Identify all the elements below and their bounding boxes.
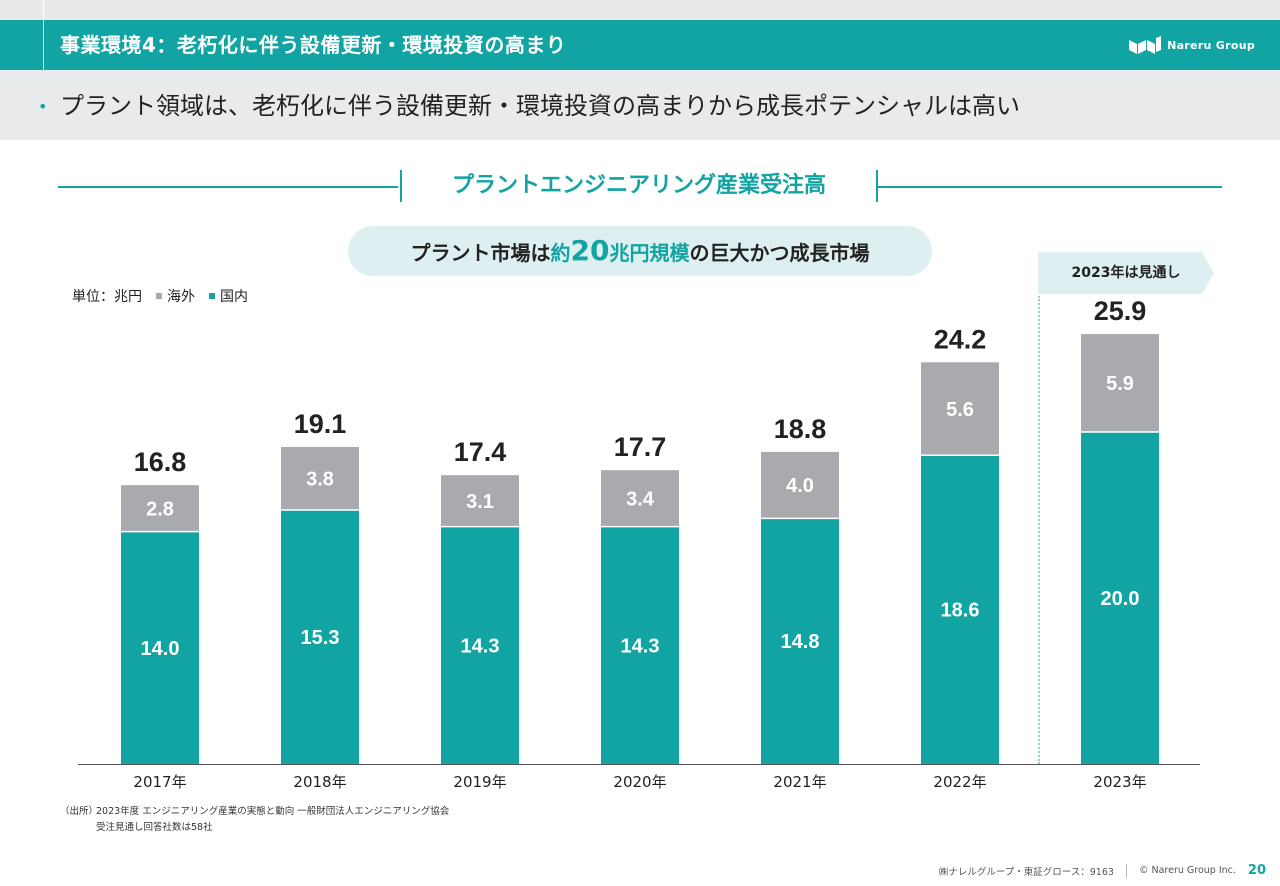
bar-overseas — [761, 451, 839, 519]
data-label-domestic: 14.0 — [141, 638, 180, 660]
summary-band: • プラント領域は、老朽化に伴う設備更新・環境投資の高まりから成長ポテンシャルは… — [0, 70, 1280, 140]
footer-company: ㈱ナレルグループ・東証グロース：9163 — [938, 866, 1114, 878]
data-label-overseas: 3.8 — [306, 468, 334, 490]
data-label-domestic: 14.3 — [621, 635, 660, 657]
bar-overseas — [281, 446, 359, 511]
section-rule-left — [58, 186, 398, 188]
forecast-label: 2023年は見通し — [1071, 265, 1181, 281]
bar-domestic — [281, 510, 359, 764]
callout-pill: プラント市場は約20兆円規模の巨大かつ成長市場 — [348, 226, 932, 276]
source-label: （出所） — [60, 806, 99, 817]
bar-domestic — [441, 526, 519, 764]
x-tick-label: 2022年 — [933, 773, 986, 791]
callout-pre: プラント市場は — [410, 241, 551, 265]
unit-label: 単位：兆円 — [72, 289, 142, 305]
callout-post: の巨大かつ成長市場 — [689, 241, 870, 265]
x-tick-label: 2017年 — [133, 773, 186, 791]
bar-domestic — [1081, 432, 1159, 764]
legend-swatch-overseas — [156, 293, 162, 299]
x-tick-label: 2021年 — [773, 773, 826, 791]
logo-text: Nareru Group — [1167, 38, 1255, 52]
logo-mark-icon — [1129, 36, 1162, 54]
section-bracket-left — [400, 170, 402, 202]
data-label-domestic: 15.3 — [301, 627, 340, 649]
callout-accent-b: 兆円規模 — [609, 241, 690, 265]
data-label-domestic: 14.8 — [781, 631, 820, 653]
x-tick-label: 2019年 — [453, 773, 506, 791]
forecast-arrow-shape — [1038, 252, 1214, 294]
source-note: （出所） 2023年度 エンジニアリング産業の実態と動向 一般財団法人エンジニアリ… — [60, 804, 449, 836]
data-label-total: 25.9 — [1094, 296, 1147, 326]
section-rule-right — [878, 186, 1222, 188]
callout-accent-number: 20 — [570, 234, 610, 267]
data-label-overseas: 4.0 — [786, 475, 814, 497]
data-label-total: 18.8 — [774, 414, 827, 444]
footer-copyright: © Nareru Group Inc. — [1138, 865, 1236, 876]
data-label-total: 16.8 — [134, 447, 187, 477]
legend-label-overseas: 海外 — [167, 289, 195, 305]
header-bar: 事業環境4：老朽化に伴う設備更新・環境投資の高まり Nareru Group — [0, 20, 1280, 70]
forecast-divider — [1038, 296, 1040, 764]
legend-swatch-domestic — [209, 293, 215, 299]
bar-domestic — [761, 518, 839, 764]
source-line-1: 2023年度 エンジニアリング産業の実態と動向 一般財団法人エンジニアリング協会 — [96, 806, 450, 817]
bar-overseas — [601, 470, 679, 527]
bar-overseas — [921, 362, 999, 456]
callout-accent-a: 約 — [550, 241, 571, 265]
x-tick-label: 2023年 — [1093, 773, 1146, 791]
section-bracket-right — [876, 170, 878, 202]
data-label-overseas: 5.6 — [946, 399, 974, 421]
data-label-domestic: 18.6 — [941, 600, 980, 622]
forecast-tag: 2023年は見通し — [1038, 252, 1214, 294]
section-title: プラントエンジニアリング産業受注高 — [451, 173, 826, 198]
footer-separator — [1125, 863, 1127, 878]
legend-item-domestic: 国内 — [209, 286, 248, 306]
bar-domestic — [121, 531, 199, 764]
data-label-total: 17.7 — [614, 432, 667, 462]
page-number: 20 — [1247, 863, 1266, 878]
chart-legend: 単位：兆円 海外 国内 — [72, 286, 248, 306]
summary-text: プラント領域は、老朽化に伴う設備更新・環境投資の高まりから成長ポテンシャルは高い — [60, 92, 1020, 120]
company-logo: Nareru Group — [1129, 36, 1255, 54]
data-label-total: 17.4 — [454, 437, 507, 467]
data-label-total: 19.1 — [294, 409, 347, 439]
bar-overseas — [1081, 334, 1159, 432]
data-label-domestic: 14.3 — [461, 635, 500, 657]
data-label-overseas: 3.4 — [626, 488, 655, 510]
bar-domestic — [601, 526, 679, 764]
bar-domestic — [921, 455, 999, 764]
source-line-2: 受注見通し回答社数は58社 — [96, 822, 213, 833]
x-tick-label: 2018年 — [293, 773, 346, 791]
data-label-overseas: 2.8 — [146, 498, 174, 520]
data-label-total: 24.2 — [934, 324, 987, 354]
x-tick-label: 2020年 — [613, 773, 666, 791]
legend-item-overseas: 海外 — [156, 286, 195, 306]
bar-overseas — [121, 485, 199, 532]
bar-overseas — [441, 475, 519, 527]
data-label-domestic: 20.0 — [1101, 588, 1140, 610]
legend-label-domestic: 国内 — [220, 289, 248, 305]
page-footer: ㈱ナレルグループ・東証グロース：9163 © Nareru Group Inc.… — [939, 863, 1266, 878]
header-divider — [43, 20, 44, 70]
section-title-block: プラントエンジニアリング産業受注高 — [58, 168, 1222, 204]
data-label-overseas: 5.9 — [1106, 373, 1134, 395]
bullet-icon: • — [38, 97, 48, 116]
data-label-overseas: 3.1 — [466, 491, 494, 513]
page-title: 事業環境4：老朽化に伴う設備更新・環境投資の高まり — [60, 33, 567, 57]
